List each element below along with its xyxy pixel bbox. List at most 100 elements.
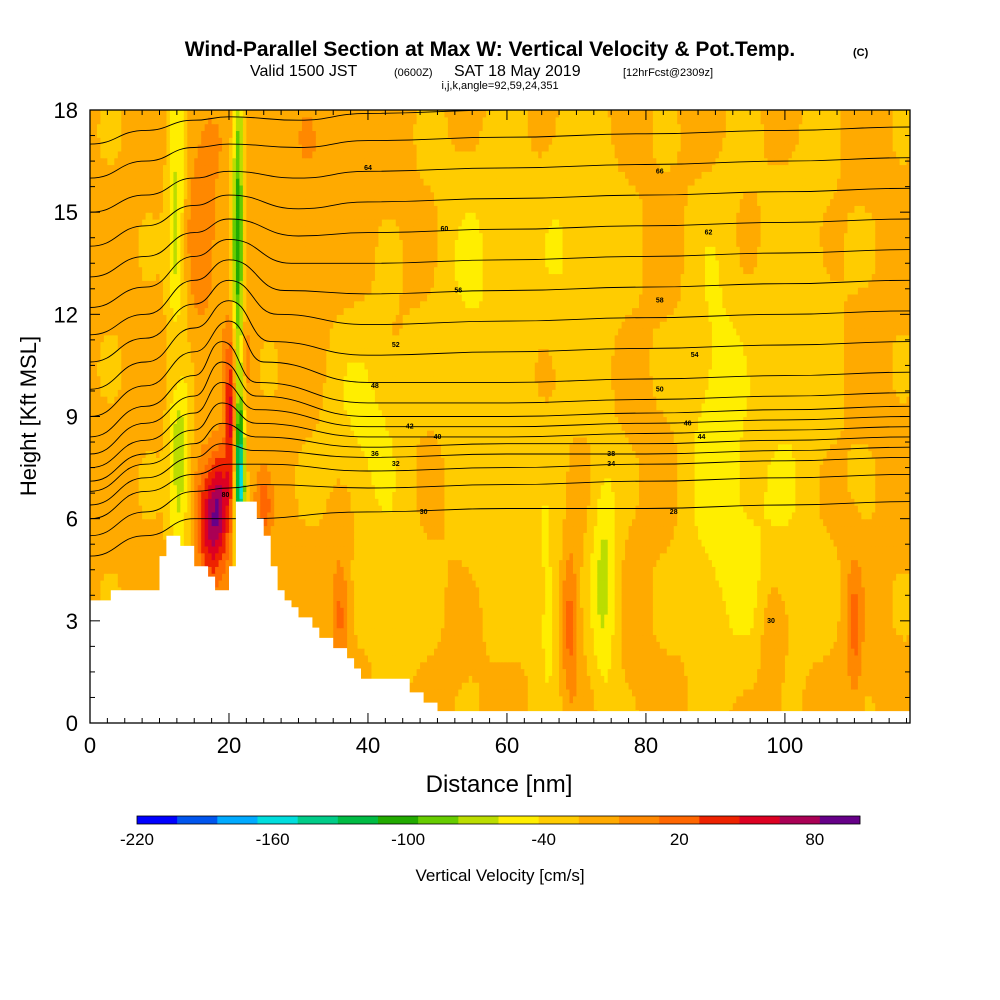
heatmap-cell (868, 688, 873, 697)
heatmap-cell (100, 593, 105, 601)
heatmap-cell (687, 579, 692, 588)
heatmap-cell (576, 627, 581, 636)
heatmap-cell (100, 579, 105, 588)
heatmap-cell (461, 641, 466, 649)
heatmap-cell (611, 648, 616, 656)
heatmap-cell (736, 634, 741, 642)
heatmap-cell (291, 593, 296, 601)
heatmap-cell (569, 634, 574, 642)
heatmap-cell (850, 593, 855, 601)
heatmap-cell (618, 695, 623, 704)
heatmap-cell (826, 702, 831, 710)
heatmap-cell (625, 607, 630, 615)
heatmap-cell (687, 702, 692, 710)
heatmap-cell (510, 648, 515, 656)
heatmap-cell (496, 586, 501, 595)
heatmap-cell (597, 593, 602, 601)
heatmap-cell (906, 688, 910, 697)
heatmap-cell (760, 627, 765, 636)
heatmap-cell (743, 641, 748, 649)
heatmap-cell (659, 648, 664, 656)
heatmap-cell (621, 648, 626, 656)
heatmap-cell (833, 607, 838, 615)
heatmap-cell (632, 620, 637, 629)
heatmap-cell (465, 668, 470, 676)
heatmap-cell (708, 586, 713, 595)
heatmap-cell (642, 607, 647, 615)
heatmap-cell (708, 607, 713, 615)
heatmap-cell (843, 607, 849, 615)
heatmap-cell (694, 702, 699, 710)
heatmap-cell (725, 641, 730, 649)
heatmap-cell (837, 675, 842, 683)
heatmap-cell (329, 593, 334, 601)
heatmap-cell (437, 675, 442, 683)
heatmap-cell (604, 627, 609, 636)
heatmap-cell (854, 695, 859, 704)
heatmap-cell (520, 688, 525, 697)
heatmap-cell (402, 620, 407, 629)
heatmap-cell (559, 600, 564, 608)
heatmap-cell (489, 661, 494, 670)
heatmap-cell (583, 675, 588, 683)
heatmap-cell (864, 634, 869, 642)
heatmap-cell (691, 586, 696, 595)
heatmap-cell (409, 668, 414, 676)
heatmap-cell (725, 600, 730, 608)
heatmap-cell (628, 579, 633, 588)
heatmap-cell (840, 702, 845, 710)
heatmap-cell (885, 654, 890, 663)
heatmap-cell (684, 641, 689, 649)
heatmap-cell (816, 593, 821, 601)
heatmap-cell (847, 579, 852, 588)
heatmap-cell (823, 648, 828, 656)
heatmap-cell (830, 607, 835, 615)
heatmap-cell (482, 579, 487, 588)
heatmap-cell (896, 654, 901, 663)
heatmap-cell (837, 600, 842, 608)
heatmap-cell (427, 695, 432, 704)
heatmap-cell (371, 627, 376, 636)
heatmap-cell (798, 702, 803, 710)
heatmap-cell (350, 586, 355, 595)
heatmap-cell (736, 682, 741, 690)
heatmap-cell (805, 702, 810, 710)
heatmap-cell (538, 593, 543, 601)
heatmap-cell (774, 668, 779, 676)
heatmap-cell (357, 600, 362, 608)
heatmap-cell (562, 661, 567, 670)
heatmap-cell (569, 695, 574, 704)
heatmap-cell (771, 627, 776, 636)
heatmap-cell (566, 688, 571, 697)
heatmap-cell (350, 614, 355, 622)
heatmap-cell (899, 661, 904, 670)
heatmap-cell (354, 648, 359, 656)
heatmap-cell (371, 648, 376, 656)
heatmap-cell (774, 600, 779, 608)
heatmap-cell (843, 641, 849, 649)
heatmap-cell (840, 661, 845, 670)
heatmap-cell (656, 654, 661, 663)
heatmap-cell (628, 702, 633, 710)
heatmap-cell (520, 641, 525, 649)
heatmap-cell (315, 614, 320, 622)
heatmap-cell (892, 627, 897, 636)
heatmap-cell (632, 688, 637, 697)
heatmap-cell (437, 579, 442, 588)
heatmap-cell (837, 688, 842, 697)
heatmap-cell (496, 607, 501, 615)
heatmap-cell (843, 648, 849, 656)
heatmap-cell (666, 627, 671, 636)
heatmap-cell (461, 607, 466, 615)
heatmap-cell (333, 614, 338, 622)
heatmap-cell (861, 661, 866, 670)
heatmap-cell (336, 634, 341, 642)
heatmap-cell (416, 654, 421, 663)
heatmap-cell (430, 695, 435, 704)
heatmap-cell (663, 620, 668, 629)
heatmap-cell (496, 634, 501, 642)
heatmap-cell (691, 702, 696, 710)
heatmap-cell (600, 675, 605, 683)
heatmap-cell (423, 675, 428, 683)
heatmap-cell (673, 634, 678, 642)
